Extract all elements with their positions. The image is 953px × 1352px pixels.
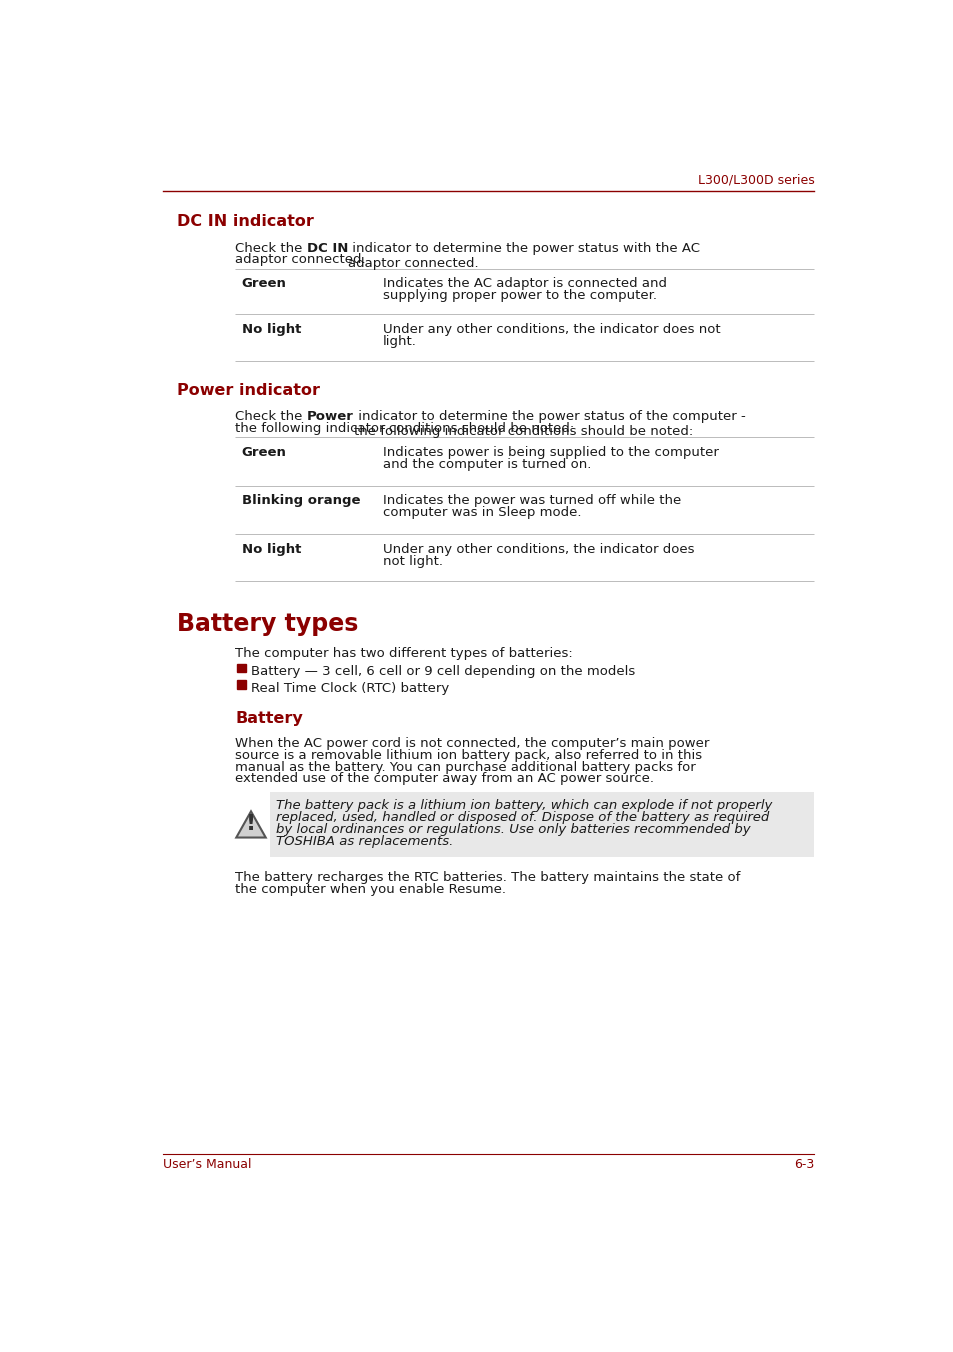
Bar xyxy=(236,680,245,690)
Text: Indicates the power was turned off while the: Indicates the power was turned off while… xyxy=(382,493,680,507)
Text: Green: Green xyxy=(241,446,286,458)
Text: manual as the battery. You can purchase additional battery packs for: manual as the battery. You can purchase … xyxy=(235,761,696,773)
Text: replaced, used, handled or disposed of. Dispose of the battery as required: replaced, used, handled or disposed of. … xyxy=(275,811,768,823)
Text: TOSHIBA as replacements.: TOSHIBA as replacements. xyxy=(275,834,453,848)
Text: Green: Green xyxy=(241,277,286,291)
Bar xyxy=(236,664,245,672)
Text: No light: No light xyxy=(241,323,301,335)
Text: No light: No light xyxy=(241,542,301,556)
Text: Power: Power xyxy=(307,410,354,423)
Text: When the AC power cord is not connected, the computer’s main power: When the AC power cord is not connected,… xyxy=(235,737,709,749)
Text: DC IN indicator: DC IN indicator xyxy=(177,214,314,228)
Text: Indicates the AC adaptor is connected and: Indicates the AC adaptor is connected an… xyxy=(382,277,666,291)
Polygon shape xyxy=(236,811,266,837)
Text: supplying proper power to the computer.: supplying proper power to the computer. xyxy=(382,289,656,303)
Text: 6-3: 6-3 xyxy=(793,1157,814,1171)
Text: Check the: Check the xyxy=(235,410,307,423)
Text: Real Time Clock (RTC) battery: Real Time Clock (RTC) battery xyxy=(251,681,449,695)
Text: indicator to determine the power status of the computer -
the following indicato: indicator to determine the power status … xyxy=(354,410,745,438)
Text: indicator to determine the power status with the AC
adaptor connected.: indicator to determine the power status … xyxy=(348,242,700,269)
Text: adaptor connected.: adaptor connected. xyxy=(235,253,366,266)
Text: DC IN: DC IN xyxy=(307,242,348,254)
Text: the following indicator conditions should be noted:: the following indicator conditions shoul… xyxy=(235,422,574,435)
Text: The battery recharges the RTC batteries. The battery maintains the state of: The battery recharges the RTC batteries.… xyxy=(235,871,740,884)
Text: !: ! xyxy=(246,814,255,834)
Text: Battery types: Battery types xyxy=(177,612,358,635)
Text: not light.: not light. xyxy=(382,554,442,568)
Text: by local ordinances or regulations. Use only batteries recommended by: by local ordinances or regulations. Use … xyxy=(275,823,750,836)
Text: User’s Manual: User’s Manual xyxy=(163,1157,252,1171)
Text: source is a removable lithium ion battery pack, also referred to in this: source is a removable lithium ion batter… xyxy=(235,749,702,761)
Text: computer was in Sleep mode.: computer was in Sleep mode. xyxy=(382,506,580,519)
Text: extended use of the computer away from an AC power source.: extended use of the computer away from a… xyxy=(235,772,654,786)
Text: Under any other conditions, the indicator does: Under any other conditions, the indicato… xyxy=(382,542,694,556)
Text: Under any other conditions, the indicator does not: Under any other conditions, the indicato… xyxy=(382,323,720,335)
Text: Blinking orange: Blinking orange xyxy=(241,493,360,507)
Text: Power indicator: Power indicator xyxy=(177,383,320,397)
FancyBboxPatch shape xyxy=(270,792,814,857)
Text: Check the: Check the xyxy=(235,242,307,254)
Text: light.: light. xyxy=(382,335,416,347)
Text: L300/L300D series: L300/L300D series xyxy=(697,174,814,187)
Text: Battery — 3 cell, 6 cell or 9 cell depending on the models: Battery — 3 cell, 6 cell or 9 cell depen… xyxy=(251,665,635,679)
Text: Battery: Battery xyxy=(235,711,303,726)
Text: the computer when you enable Resume.: the computer when you enable Resume. xyxy=(235,883,506,895)
Text: The battery pack is a lithium ion battery, which can explode if not properly: The battery pack is a lithium ion batter… xyxy=(275,799,771,813)
Text: and the computer is turned on.: and the computer is turned on. xyxy=(382,457,591,470)
Text: The computer has two different types of batteries:: The computer has two different types of … xyxy=(235,646,573,660)
Text: Indicates power is being supplied to the computer: Indicates power is being supplied to the… xyxy=(382,446,718,458)
